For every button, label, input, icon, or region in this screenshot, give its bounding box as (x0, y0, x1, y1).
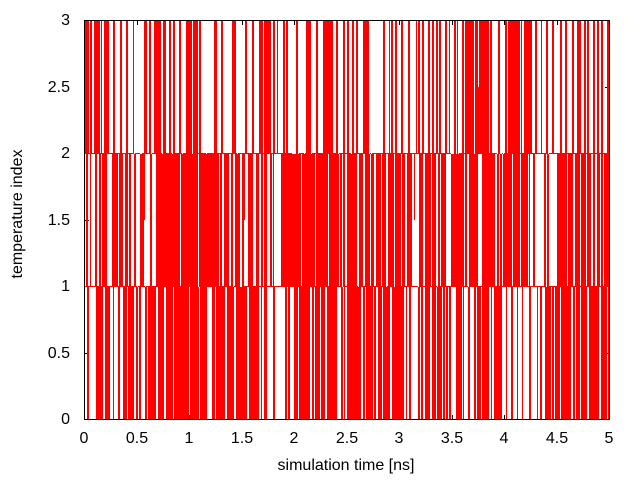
svg-text:1: 1 (185, 430, 194, 447)
svg-text:5: 5 (605, 430, 614, 447)
svg-text:1.5: 1.5 (231, 430, 253, 447)
svg-text:simulation time [ns]: simulation time [ns] (278, 457, 415, 474)
svg-text:2: 2 (61, 145, 70, 162)
svg-text:3: 3 (395, 430, 404, 447)
svg-text:4: 4 (500, 430, 509, 447)
svg-text:0: 0 (80, 430, 89, 447)
svg-text:2.5: 2.5 (48, 79, 70, 96)
svg-text:4.5: 4.5 (546, 430, 568, 447)
svg-text:1: 1 (61, 278, 70, 295)
svg-text:temperature index: temperature index (9, 150, 26, 279)
svg-text:2.5: 2.5 (336, 430, 358, 447)
svg-text:0: 0 (61, 411, 70, 428)
svg-text:0.5: 0.5 (48, 345, 70, 362)
svg-text:1.5: 1.5 (48, 212, 70, 229)
svg-text:3: 3 (61, 12, 70, 29)
svg-text:3.5: 3.5 (441, 430, 463, 447)
svg-text:0.5: 0.5 (126, 430, 148, 447)
svg-text:2: 2 (290, 430, 299, 447)
